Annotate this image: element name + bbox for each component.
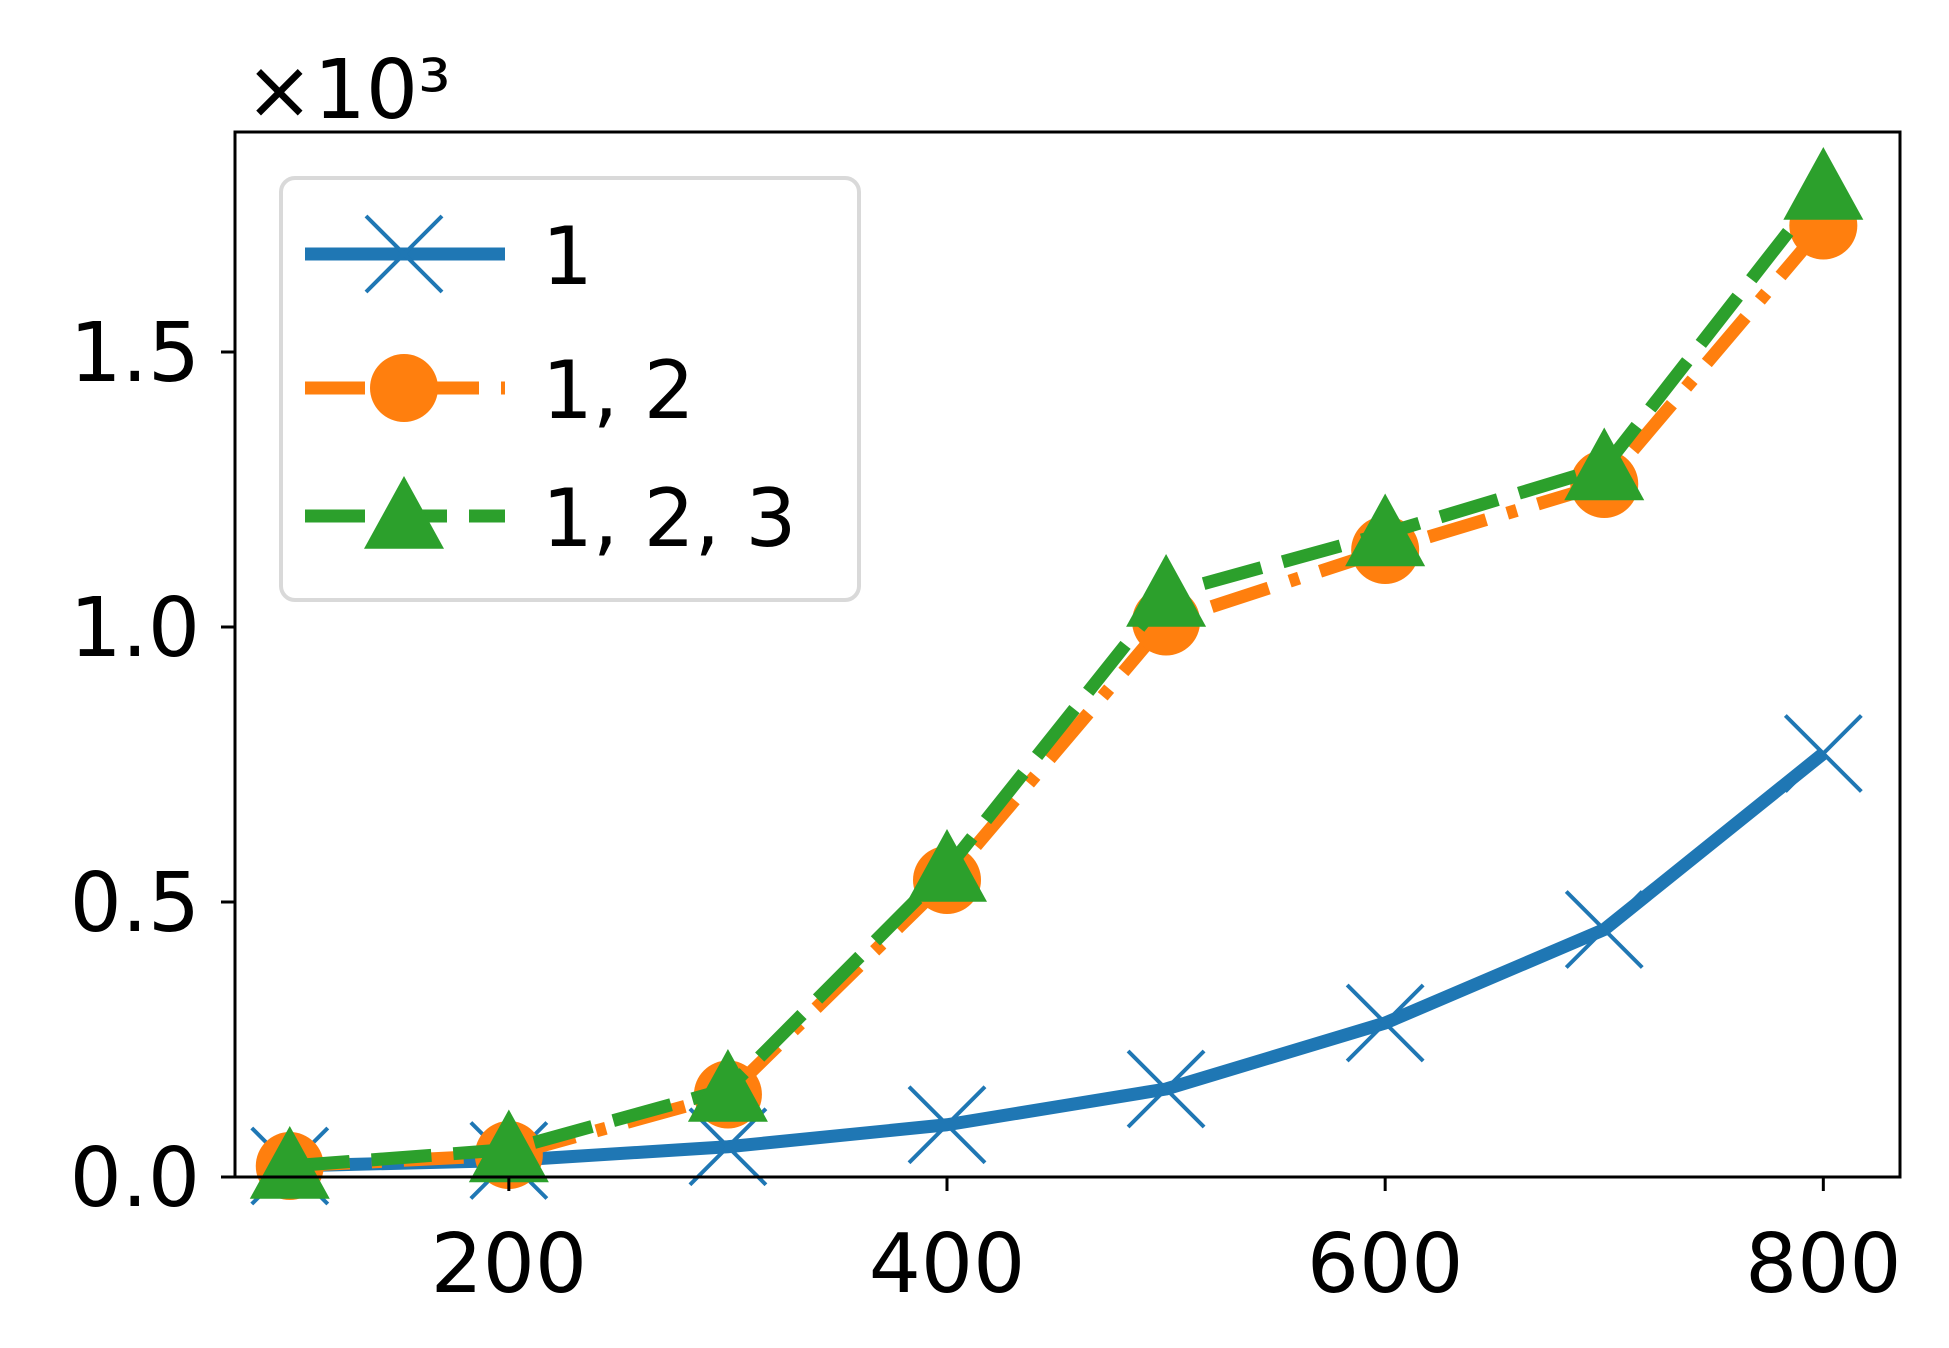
series-line <box>289 748 1828 1173</box>
legend-marker <box>364 214 444 294</box>
legend-entry: 1 <box>305 210 593 303</box>
data-point <box>1345 983 1425 1063</box>
x-axis: 200 400 600 800 <box>431 1177 1902 1312</box>
x-tick-label: 400 <box>869 1217 1026 1312</box>
data-point <box>907 829 988 902</box>
data-point <box>907 1085 987 1165</box>
data-point <box>1783 147 1864 220</box>
series-line <box>289 182 1829 1173</box>
legend-box <box>279 176 861 602</box>
legend-label: 1 <box>542 210 593 303</box>
legend-marker <box>364 476 444 549</box>
legend-label: 1, 2 <box>542 344 695 437</box>
data-point <box>687 1049 768 1122</box>
data-point <box>249 1126 330 1199</box>
x-tick-label: 800 <box>1745 1217 1902 1312</box>
legend-entry: 1, 2 <box>305 344 695 437</box>
data-point <box>1345 493 1426 567</box>
x-tick-label: 600 <box>1307 1217 1464 1312</box>
series-3 <box>249 147 1864 1199</box>
y-scale-multiplier: ×10³ <box>245 43 451 138</box>
legend-label: 1, 2, 3 <box>542 472 796 565</box>
x-tick-label: 200 <box>431 1217 588 1312</box>
legend-entry: 1, 2, 3 <box>305 472 796 565</box>
y-tick-label: 0.5 <box>70 856 200 951</box>
y-tick-label: 0.0 <box>70 1131 200 1226</box>
plot-area <box>249 147 1864 1206</box>
data-point <box>1564 890 1644 969</box>
y-axis: 0.0 0.5 1.0 1.5 <box>70 306 235 1226</box>
axes-frame <box>233 130 1902 1179</box>
legend: 1 1, 2 1, 2, 3 <box>279 176 861 602</box>
y-tick-label: 1.0 <box>70 581 200 676</box>
data-point <box>1126 554 1207 627</box>
legend-marker <box>370 354 438 422</box>
y-tick-label: 1.5 <box>70 306 200 401</box>
data-point <box>468 1109 549 1183</box>
data-point <box>1783 714 1863 793</box>
data-point <box>1126 1049 1206 1129</box>
data-point <box>1564 427 1645 501</box>
